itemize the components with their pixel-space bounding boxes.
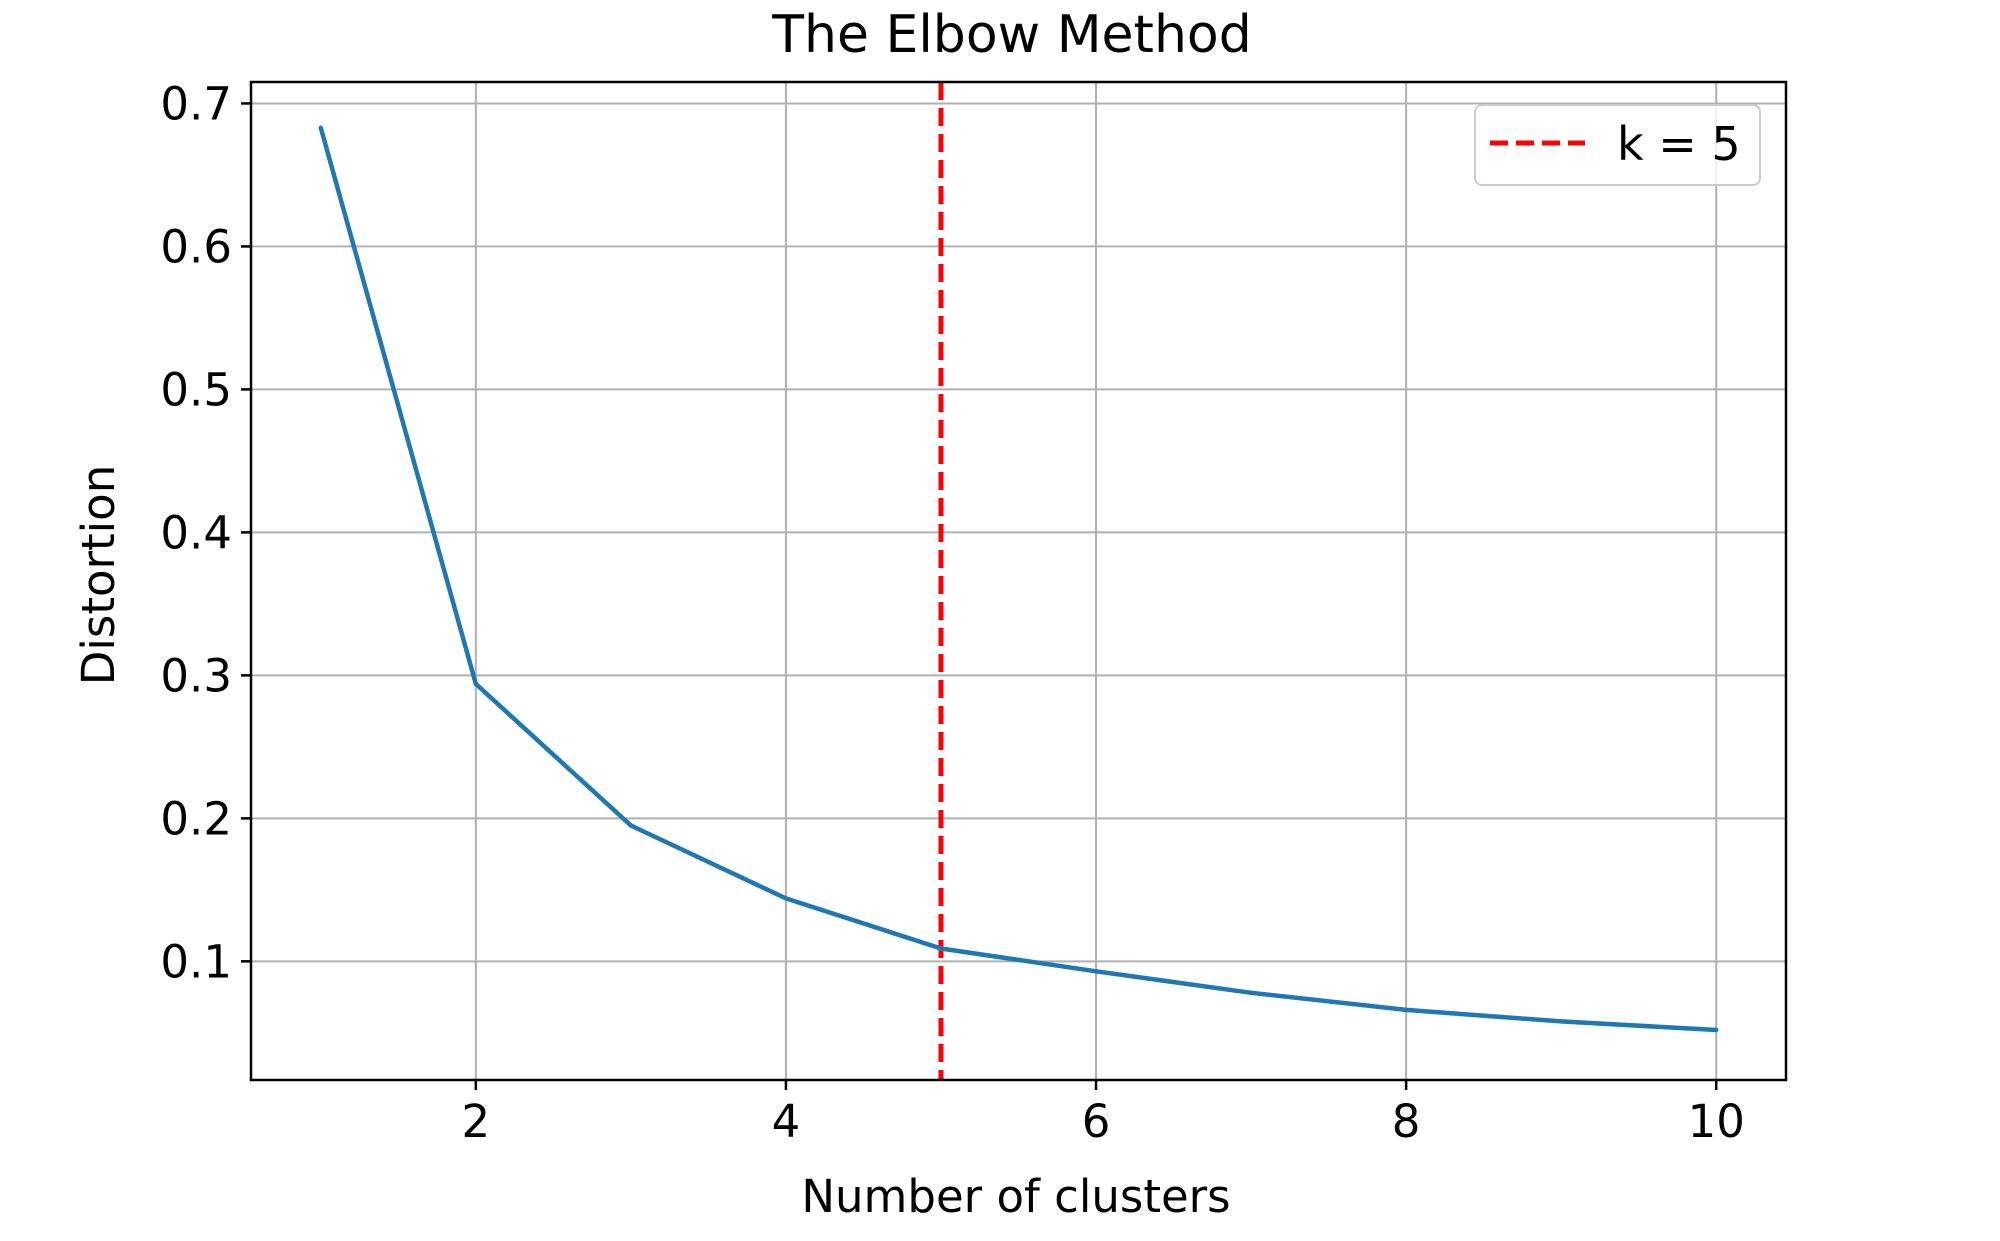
x-tick-label: 6 (1082, 1095, 1111, 1148)
legend-label-k5: k = 5 (1617, 117, 1741, 171)
y-tick-label: 0.7 (160, 77, 232, 130)
x-tick-label: 8 (1392, 1095, 1421, 1148)
y-tick-label: 0.3 (160, 649, 232, 702)
y-tick-label: 0.2 (160, 792, 232, 845)
distortion-point (1248, 990, 1254, 995)
distortion-point (318, 125, 323, 130)
x-axis-label: Number of clusters (801, 1170, 1230, 1223)
y-axis-ticks: 0.1 0.2 0.3 0.4 0.5 0.6 0.7 (160, 77, 251, 988)
legend: k = 5 (1474, 104, 1761, 186)
y-axis-label: Distortion (72, 465, 125, 685)
distortion-point (1093, 969, 1099, 974)
distortion-point (1714, 1027, 1719, 1033)
distortion-point (628, 823, 634, 828)
x-tick-label: 2 (462, 1095, 491, 1148)
chart-title: The Elbow Method (771, 5, 1251, 65)
y-tick-label: 0.6 (160, 220, 232, 273)
legend-box (1474, 104, 1761, 186)
distortion-point (938, 946, 944, 951)
x-tick-label: 10 (1688, 1095, 1745, 1148)
distortion-line (318, 127, 1717, 1033)
x-tick-label: 4 (772, 1095, 801, 1148)
distortion-point (473, 681, 479, 687)
y-tick-label: 0.4 (160, 506, 232, 559)
distortion-point (1558, 1019, 1564, 1024)
distortion-point (783, 896, 789, 901)
plot-frame (249, 80, 1788, 1082)
y-tick-label: 0.1 (160, 935, 232, 988)
distortion-point (1403, 1007, 1409, 1013)
y-tick-label: 0.5 (160, 363, 232, 416)
x-axis-ticks: 2 4 6 8 10 (462, 1080, 1745, 1148)
series-layer (318, 125, 1719, 1033)
